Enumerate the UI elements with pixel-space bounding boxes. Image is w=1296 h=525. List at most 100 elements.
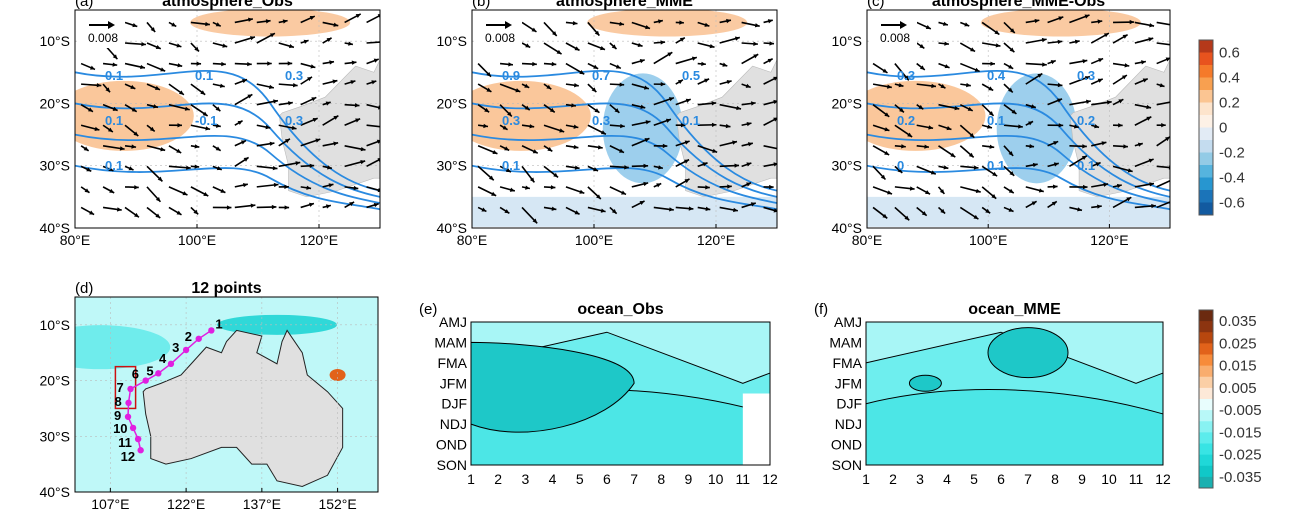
wind-vector-head: [309, 202, 314, 207]
wind-vector-head: [376, 139, 380, 144]
x-tick-label: 5: [970, 471, 978, 487]
wind-vector-head: [216, 166, 222, 171]
wind-vector-head: [579, 70, 585, 75]
colorbar-label: 0: [1219, 120, 1227, 137]
y-tick-label: JFM: [835, 375, 862, 391]
colorbar-swatch: [1199, 354, 1213, 367]
wind-vector-head: [84, 188, 90, 193]
lat-tick-label: 10°S: [39, 33, 70, 49]
wind-vector-head: [109, 188, 115, 193]
colorbar-swatch: [1199, 476, 1213, 489]
colorbar-swatch: [1199, 102, 1213, 116]
wind-vector-head: [311, 97, 317, 102]
wind-vector-head: [310, 64, 316, 69]
wind-vector-head: [303, 39, 309, 44]
lat-tick-label: 20°S: [39, 95, 70, 111]
x-tick-label: 4: [943, 471, 951, 487]
colorbar-label: 0.015: [1219, 358, 1257, 375]
wind-vector-head: [667, 52, 673, 57]
wind-vector-head: [507, 111, 512, 117]
wind-vector-head: [679, 20, 684, 25]
wind-vector-head: [753, 41, 758, 46]
positive-anomaly-shading: [329, 369, 346, 381]
wind-vector-head: [284, 138, 290, 144]
wind-vector-head: [196, 61, 202, 66]
x-tick-label: 11: [736, 471, 751, 487]
wind-vector-head: [309, 163, 315, 168]
wind-vector-head: [524, 105, 530, 111]
wind-vector-head: [991, 194, 997, 199]
wind-vector-head: [1082, 59, 1088, 64]
wind-vector-head: [222, 43, 228, 48]
wind-vector-head: [884, 112, 890, 117]
wind-vector-head: [746, 121, 752, 127]
wind-vector-head: [160, 67, 166, 72]
colorbar-swatch: [1199, 40, 1213, 53]
wind-vector-head: [726, 18, 731, 24]
wind-vector-head: [988, 86, 994, 91]
wind-vector-head: [611, 208, 617, 214]
wind-vector-head: [677, 79, 683, 85]
wind-vector-head: [988, 111, 994, 116]
wind-vector-head: [486, 87, 492, 92]
wind-vector-head: [1149, 23, 1155, 28]
wind-vector-head: [1141, 60, 1146, 65]
wind-vector-head: [333, 22, 339, 27]
wind-vector-head: [221, 61, 226, 67]
wind-vector-head: [132, 23, 138, 28]
wind-vector-head: [193, 209, 199, 215]
wind-vector-head: [176, 43, 182, 48]
x-tick-label: 4: [549, 471, 557, 487]
x-tick-label: 1: [862, 471, 870, 487]
wind-vector-head: [130, 84, 136, 89]
point-label: 3: [172, 340, 179, 355]
wind-vector-head: [884, 127, 890, 132]
plot-frame: [470, 321, 771, 466]
wind-vector-head: [1057, 82, 1063, 88]
wind-vector-head: [645, 120, 651, 125]
wind-vector-head: [1123, 144, 1128, 149]
wind-vector-head: [974, 67, 980, 72]
colorbar-label: 0.035: [1219, 313, 1257, 330]
x-tick-label: 6: [603, 471, 611, 487]
x-tick-label: 2: [494, 471, 502, 487]
lat-tick-label: 40°S: [39, 220, 70, 236]
wind-vector-head: [596, 194, 601, 199]
wind-vector-head: [1081, 155, 1087, 160]
wind-vector-head: [265, 19, 271, 24]
wind-vector-head: [1171, 43, 1176, 47]
wind-vector-head: [989, 144, 995, 149]
wind-vector-head: [309, 16, 315, 21]
x-tick-label: 2: [889, 471, 897, 487]
x-tick-label: 7: [630, 471, 638, 487]
colorbar-swatch: [1199, 399, 1213, 411]
wind-vector-head: [639, 59, 645, 64]
point-label: 2: [185, 329, 192, 344]
wind-vector-head: [928, 125, 934, 130]
x-tick-label: 12: [762, 471, 778, 487]
lat-tick-label: 30°S: [831, 158, 862, 174]
wind-vector-head: [1171, 199, 1176, 203]
wind-vector-head: [1127, 168, 1133, 173]
wind-vector-head: [701, 61, 706, 67]
wind-vector-head: [332, 79, 338, 84]
wind-vector-head: [348, 41, 353, 46]
contour-line: [472, 133, 777, 204]
wind-vector-head: [712, 148, 718, 153]
wind-vector-head: [1057, 39, 1063, 45]
wind-vector-head: [780, 147, 785, 151]
wind-vector-head: [203, 191, 209, 197]
wind-vector-head: [930, 170, 936, 175]
wind-vector-head: [660, 40, 666, 45]
wind-vector-head: [373, 58, 379, 63]
lon-tick-label: 100°E: [575, 232, 613, 248]
wind-vector-head: [177, 63, 183, 68]
colorbar-swatch: [1199, 90, 1213, 103]
wind-vector-head: [904, 215, 910, 221]
x-tick-label: 3: [521, 471, 529, 487]
colorbar-swatch: [1199, 140, 1213, 153]
wind-vector-head: [882, 68, 888, 73]
wind-vector-head: [579, 189, 585, 194]
x-tick-label: 10: [1101, 471, 1117, 487]
wind-vector-head: [553, 172, 559, 178]
